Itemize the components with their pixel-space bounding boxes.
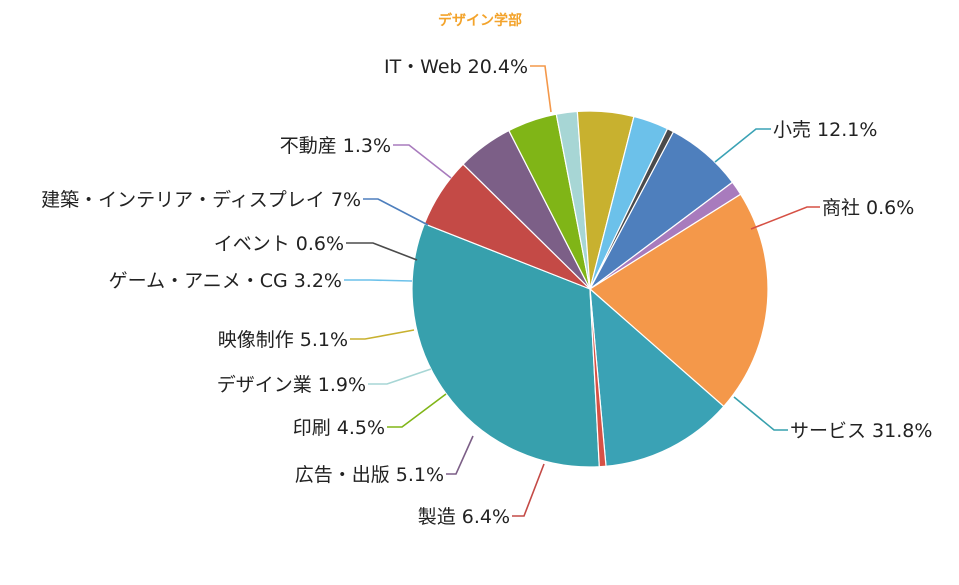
leader-line (346, 242, 418, 261)
leader-line (393, 144, 452, 179)
pie-slice (588, 193, 769, 408)
leader-line (387, 393, 447, 428)
pie-slice (411, 223, 600, 468)
leader-line (512, 463, 545, 517)
leader-line (363, 198, 429, 226)
leader-line (714, 128, 771, 163)
slice-label: サービス 31.8% (790, 420, 932, 442)
slice-label: 映像制作 5.1% (218, 329, 348, 351)
slice-label: 不動産 1.3% (280, 135, 391, 157)
slice-label: 製造 6.4% (418, 506, 510, 528)
leader-line (530, 65, 552, 113)
slice-labels: サービス 31.8% 製造 6.4% 広告・出版 5.1% 印刷 4.5% デザイン業 … (41, 56, 932, 528)
leader-line (750, 206, 820, 230)
pie-slice (589, 287, 725, 467)
leader-lines (344, 65, 820, 517)
slice-label: ゲーム・アニメ・CG 3.2% (109, 270, 342, 292)
slice-label: 印刷 4.5% (293, 417, 385, 439)
slice-label: 建築・インテリア・ディスプレイ 7% (41, 189, 361, 211)
chart-title: デザイン学部 (438, 12, 522, 29)
slice-label: IT・Web 20.4% (384, 56, 528, 78)
slice-label: 小売 12.1% (773, 119, 877, 141)
leader-line (350, 329, 415, 340)
leader-line (446, 435, 474, 475)
pie-slices (411, 110, 769, 468)
leader-line (344, 279, 413, 282)
leader-line (368, 368, 432, 385)
slice-label: イベント 0.6% (214, 233, 344, 255)
leader-line (733, 396, 788, 431)
slice-label: 商社 0.6% (822, 197, 914, 219)
slice-label: デザイン業 1.9% (217, 374, 366, 396)
pie-slice (589, 288, 607, 468)
slice-label: 広告・出版 5.1% (295, 464, 444, 486)
